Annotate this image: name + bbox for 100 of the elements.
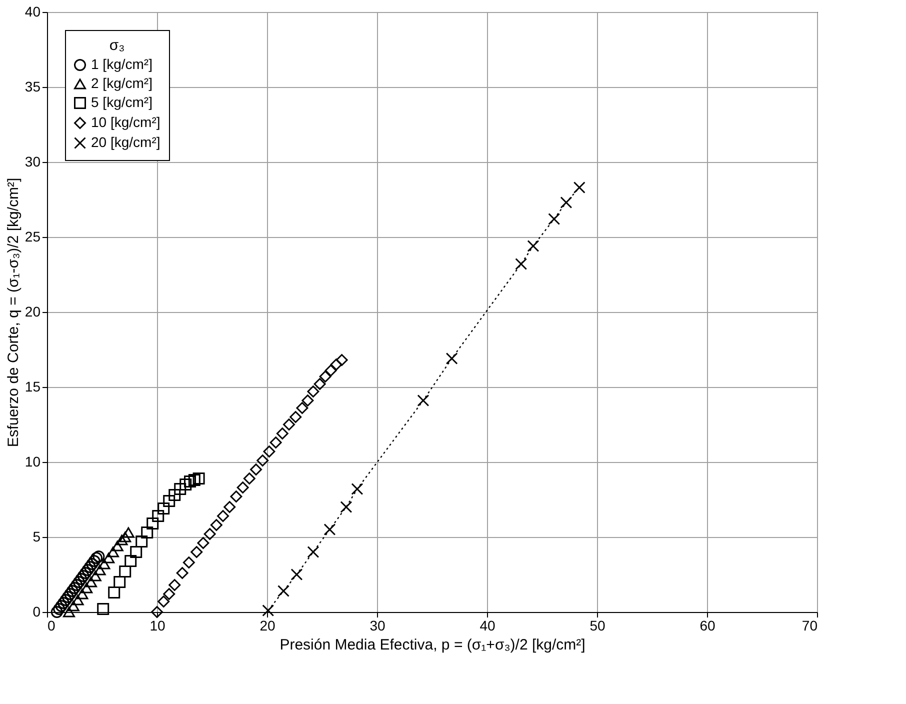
point <box>290 568 303 580</box>
point <box>262 604 274 616</box>
point <box>68 582 80 594</box>
y-tick-label: 15 <box>24 378 41 394</box>
point <box>210 519 222 531</box>
point <box>64 588 76 600</box>
point <box>66 585 78 597</box>
x-tick-label: 10 <box>150 618 166 634</box>
point <box>263 446 276 458</box>
point <box>92 550 105 562</box>
point <box>130 546 142 558</box>
x-tick-label: 50 <box>590 618 606 634</box>
point <box>276 428 288 440</box>
y-tick-label: 25 <box>24 228 41 244</box>
point <box>94 564 106 576</box>
point <box>124 555 137 567</box>
point <box>58 597 70 609</box>
point <box>307 546 320 558</box>
point <box>88 555 100 567</box>
legend-label: 5 [kg/cm²] <box>91 94 152 110</box>
point <box>307 386 320 398</box>
point <box>70 579 83 591</box>
point <box>75 573 88 585</box>
x-tick-label: 20 <box>260 618 276 634</box>
point <box>168 579 181 591</box>
point <box>141 526 154 538</box>
point <box>107 546 119 558</box>
point <box>98 558 110 570</box>
point <box>197 537 210 549</box>
point <box>163 495 176 507</box>
point <box>146 518 159 530</box>
y-tick-label: 40 <box>24 4 41 20</box>
x-tick-label: 30 <box>370 618 386 634</box>
point <box>122 527 134 538</box>
point <box>97 603 110 615</box>
point <box>573 182 586 194</box>
point <box>324 524 336 536</box>
point <box>63 606 75 618</box>
point <box>184 476 196 488</box>
y-axis-title: Esfuerzo de Corte, q = (σ₁-σ₃)/2 [kg/cm²] <box>4 178 22 448</box>
point <box>446 352 458 364</box>
legend-label: 10 [kg/cm²] <box>91 114 160 130</box>
point <box>72 594 84 606</box>
point <box>527 240 540 252</box>
x-tick-label: 70 <box>802 618 818 634</box>
point <box>119 532 132 542</box>
point <box>102 552 115 564</box>
point <box>85 576 97 588</box>
point <box>158 502 170 514</box>
point <box>62 591 74 603</box>
point <box>217 510 229 522</box>
point <box>67 600 80 612</box>
y-tick-label: 30 <box>24 154 41 170</box>
point <box>224 501 236 513</box>
point <box>114 576 126 588</box>
point <box>182 556 195 568</box>
x-tick-label: 60 <box>700 618 716 634</box>
point <box>80 582 93 594</box>
point <box>560 196 572 208</box>
x-tick-label: 0 <box>48 618 56 634</box>
point <box>151 606 163 618</box>
point <box>77 570 90 582</box>
point <box>176 567 188 579</box>
point <box>256 454 269 466</box>
point <box>152 510 164 522</box>
y-tick-label: 20 <box>24 304 41 320</box>
point <box>168 489 181 501</box>
point <box>60 594 72 606</box>
point <box>80 567 92 579</box>
point <box>163 588 176 600</box>
point <box>76 588 88 600</box>
point <box>116 534 128 546</box>
point <box>119 566 132 578</box>
point <box>72 576 85 588</box>
point <box>296 402 308 414</box>
point <box>243 472 256 484</box>
y-tick-label: 0 <box>32 604 41 620</box>
point <box>351 483 364 495</box>
point <box>50 606 63 618</box>
point <box>192 472 205 484</box>
point <box>290 411 302 423</box>
x-axis-title: Presión Media Efectiva, p = (σ₁+σ₃)/2 [kg/cm²] <box>280 636 586 654</box>
point <box>417 394 430 406</box>
y-tick-label: 35 <box>24 78 41 94</box>
point <box>89 570 102 582</box>
point <box>188 474 200 486</box>
point <box>190 546 203 558</box>
point <box>336 354 348 366</box>
point <box>515 258 528 270</box>
point <box>230 490 242 502</box>
point <box>174 483 186 495</box>
point <box>136 536 148 548</box>
point <box>111 540 124 552</box>
point <box>324 364 337 376</box>
point <box>82 564 94 576</box>
point <box>108 586 120 598</box>
point <box>55 600 68 612</box>
point <box>204 528 216 540</box>
point <box>53 603 66 615</box>
point <box>236 482 249 494</box>
